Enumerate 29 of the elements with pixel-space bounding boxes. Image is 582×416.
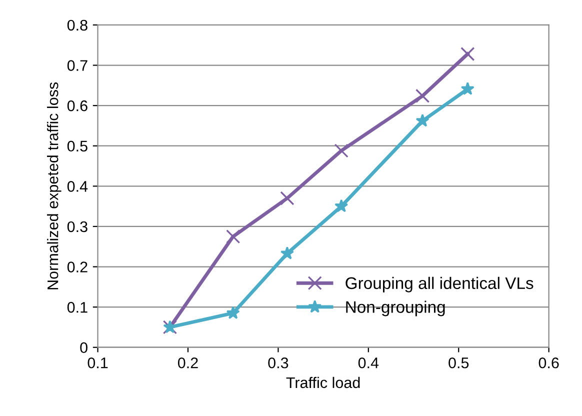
- y-tick-label: 0.3: [67, 221, 88, 232]
- y-tick-label: 0.4: [67, 181, 88, 192]
- point: [226, 306, 240, 319]
- y-axis-title: Normalized expeted traffic loss: [47, 82, 62, 290]
- legend-label: Grouping all identical VLs: [346, 276, 534, 292]
- y-tick-label: 0.1: [67, 302, 88, 313]
- x-tick-label: 0.5: [448, 357, 469, 368]
- point: [280, 246, 294, 260]
- point: [226, 229, 240, 244]
- x-axis-title: Traffic load: [286, 376, 360, 388]
- y-tick-label: 0.5: [67, 140, 88, 152]
- point: [334, 199, 348, 212]
- point: [460, 46, 475, 62]
- point: [415, 88, 430, 103]
- x-tick-label: 0.6: [538, 357, 559, 368]
- x-tick-label: 0.2: [178, 357, 198, 368]
- y-tick-label: 0.7: [67, 60, 88, 71]
- point: [460, 82, 474, 95]
- point: [334, 144, 348, 158]
- y-tick-label: 0.8: [67, 20, 88, 31]
- y-tick-label: 0.2: [67, 262, 88, 272]
- y-tick-label: 0: [80, 342, 88, 354]
- x-tick-label: 0.4: [358, 357, 379, 368]
- x-tick-label: 0.1: [88, 357, 108, 368]
- legend-label: Non-grouping: [346, 300, 445, 316]
- y-tick-label: 0.6: [67, 100, 88, 112]
- point: [416, 114, 430, 127]
- point: [280, 191, 294, 206]
- x-tick-label: 0.3: [268, 357, 288, 368]
